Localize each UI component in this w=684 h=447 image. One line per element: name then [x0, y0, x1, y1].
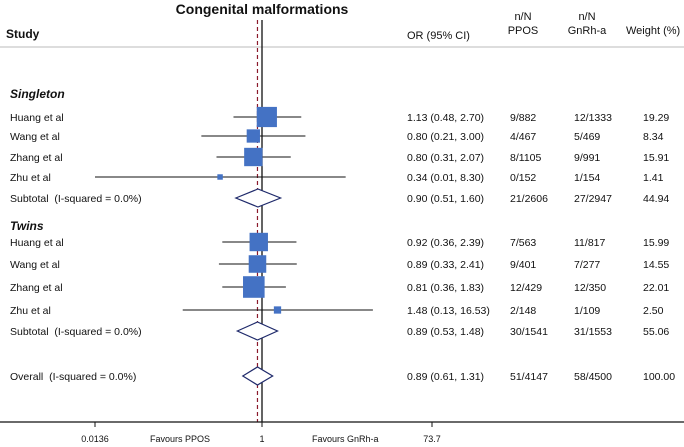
header-study: Study: [6, 27, 40, 41]
axis-label-left: Favours PPOS: [150, 434, 210, 444]
or-ci-value: 1.13 (0.48, 2.70): [407, 112, 484, 124]
study-label: Zhu et al: [10, 305, 51, 317]
x-tick-label: 1: [259, 434, 264, 444]
study-label: Huang et al: [10, 237, 64, 249]
effect-box: [249, 232, 268, 252]
or-ci-value: 0.34 (0.01, 8.30): [407, 172, 484, 184]
weight-value: 14.55: [643, 259, 669, 271]
weight-value: 44.94: [643, 193, 669, 205]
ppos-count: 12/429: [510, 282, 542, 294]
weight-value: 22.01: [643, 282, 669, 294]
or-ci-value: 0.92 (0.36, 2.39): [407, 237, 484, 249]
effect-box: [244, 147, 263, 167]
ppos-count: 9/882: [510, 112, 536, 124]
ppos-count: 7/563: [510, 237, 536, 249]
ppos-count: 30/1541: [510, 326, 548, 338]
x-tick-label: 0.0136: [81, 434, 109, 444]
weight-value: 8.34: [643, 131, 664, 143]
study-label: Wang et al: [10, 131, 60, 143]
weight-value: 15.99: [643, 237, 669, 249]
gnrh-count: 31/1553: [574, 326, 612, 338]
effect-box: [256, 106, 277, 128]
effect-box: [273, 306, 282, 314]
ppos-count: 9/401: [510, 259, 536, 271]
subtotal-label: Subtotal (I-squared = 0.0%): [10, 326, 142, 338]
study-label: Zhang et al: [10, 282, 63, 294]
ppos-count: 0/152: [510, 172, 536, 184]
ppos-count: 4/467: [510, 131, 536, 143]
gnrh-count: 9/991: [574, 152, 600, 164]
or-ci-value: 0.80 (0.21, 3.00): [407, 131, 484, 143]
effect-box: [246, 129, 260, 143]
effect-box: [243, 276, 265, 298]
or-ci-value: 0.89 (0.61, 1.31): [407, 371, 484, 383]
ppos-count: 51/4147: [510, 371, 548, 383]
effect-box: [217, 174, 223, 180]
study-label: Huang et al: [10, 112, 64, 124]
header-gnrh-2: GnRh-a: [568, 25, 607, 37]
weight-value: 15.91: [643, 152, 669, 164]
gnrh-count: 1/109: [574, 305, 600, 317]
gnrh-count: 5/469: [574, 131, 600, 143]
header-ppos-1: n/N: [514, 11, 531, 23]
weight-value: 19.29: [643, 112, 669, 124]
study-label: Wang et al: [10, 259, 60, 271]
or-ci-value: 0.90 (0.51, 1.60): [407, 193, 484, 205]
study-label: Zhang et al: [10, 152, 63, 164]
gnrh-count: 12/1333: [574, 112, 612, 124]
weight-value: 55.06: [643, 326, 669, 338]
weight-value: 1.41: [643, 172, 664, 184]
or-ci-value: 0.89 (0.33, 2.41): [407, 259, 484, 271]
effect-box: [248, 255, 267, 273]
group-label: Twins: [10, 219, 44, 233]
gnrh-count: 27/2947: [574, 193, 612, 205]
chart-title: Congenital malformations: [176, 1, 349, 17]
or-ci-value: 1.48 (0.13, 16.53): [407, 305, 490, 317]
overall-label: Overall (I-squared = 0.0%): [10, 371, 136, 383]
or-ci-value: 0.89 (0.53, 1.48): [407, 326, 484, 338]
ppos-count: 21/2606: [510, 193, 548, 205]
header-weight: Weight (%): [626, 25, 680, 37]
axis-label-right: Favours GnRh-a: [312, 434, 379, 444]
ppos-count: 8/1105: [510, 152, 541, 164]
or-ci-value: 0.81 (0.36, 1.83): [407, 282, 484, 294]
x-tick-label: 73.7: [423, 434, 441, 444]
gnrh-count: 7/277: [574, 259, 600, 271]
gnrh-count: 58/4500: [574, 371, 612, 383]
subtotal-diamond: [234, 188, 283, 208]
header-or: OR (95% CI): [407, 30, 470, 42]
header-gnrh-1: n/N: [578, 11, 595, 23]
overall-diamond: [241, 366, 274, 386]
subtotal-diamond: [235, 321, 279, 341]
or-ci-value: 0.80 (0.31, 2.07): [407, 152, 484, 164]
header-ppos-2: PPOS: [508, 25, 539, 37]
gnrh-count: 11/817: [574, 237, 605, 249]
study-label: Zhu et al: [10, 172, 51, 184]
gnrh-count: 1/154: [574, 172, 600, 184]
group-label: Singleton: [10, 87, 65, 101]
weight-value: 2.50: [643, 305, 664, 317]
weight-value: 100.00: [643, 371, 675, 383]
gnrh-count: 12/350: [574, 282, 606, 294]
subtotal-label: Subtotal (I-squared = 0.0%): [10, 193, 142, 205]
ppos-count: 2/148: [510, 305, 536, 317]
